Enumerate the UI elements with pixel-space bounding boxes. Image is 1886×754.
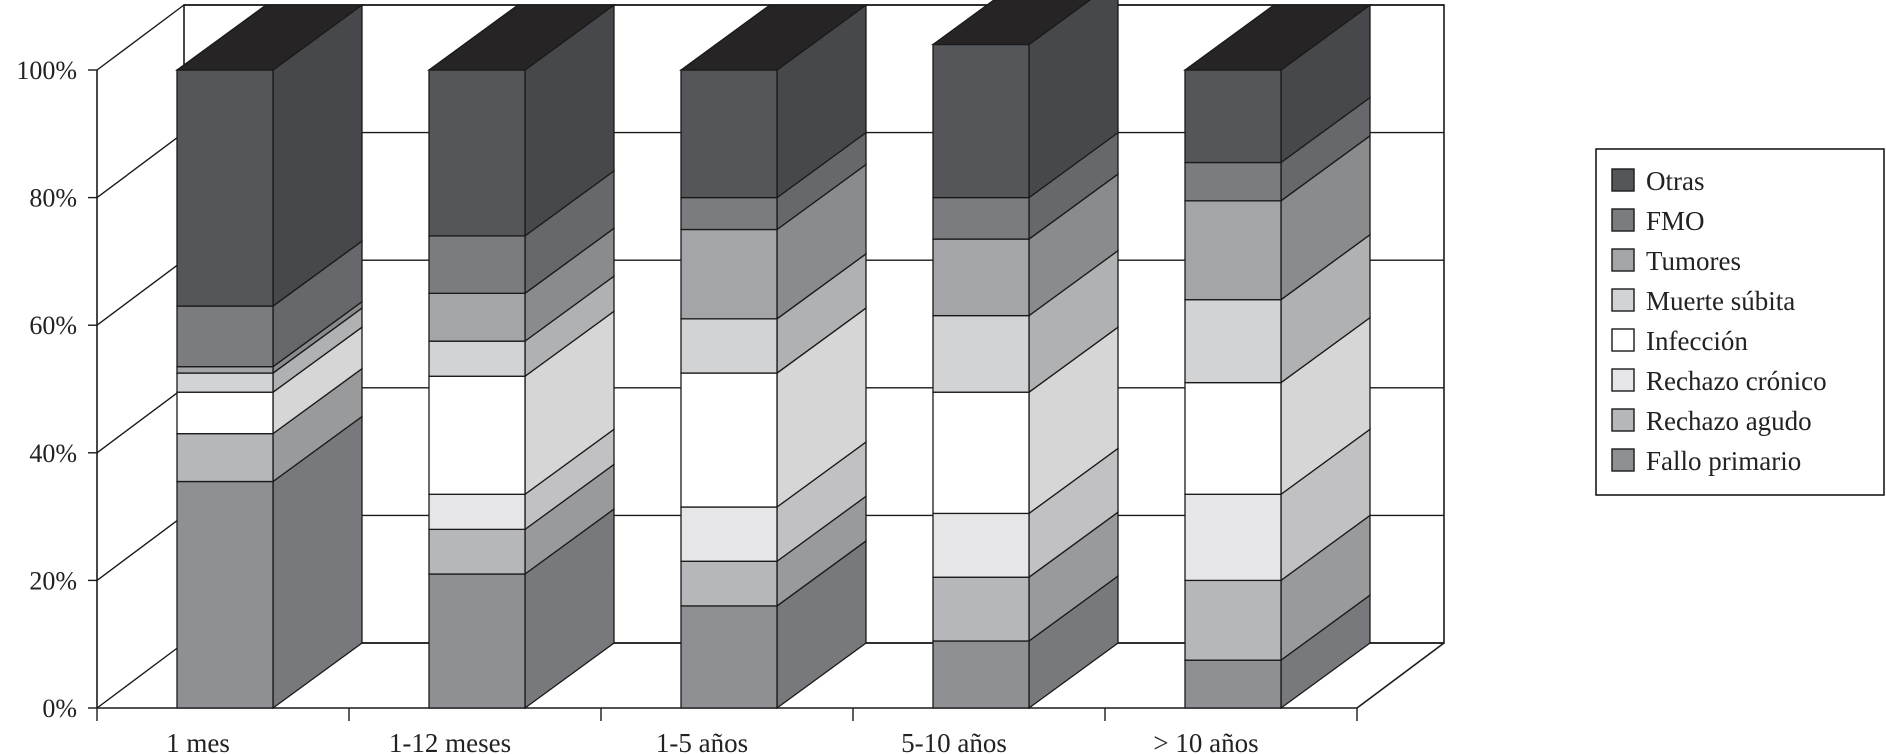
legend-item: Rechazo agudo <box>1611 406 1812 436</box>
legend-swatch <box>1611 448 1635 472</box>
bar-segment <box>428 235 526 294</box>
axes: 0% 20% 40% 60% 80% 100% 1 mes 1-12 meses 1-5 año… <box>16 56 1358 754</box>
bar-top <box>679 4 868 71</box>
side-gridline <box>96 259 185 326</box>
bar-top <box>931 0 1092 46</box>
legend: Otras FMO Tumores Muerte súbita Infección Rec… <box>1595 148 1885 496</box>
legend-swatch <box>1611 328 1635 352</box>
side-gridline <box>96 132 185 199</box>
bar-segment <box>428 528 526 575</box>
legend-label: Rechazo agudo <box>1646 406 1812 436</box>
bar-top <box>1183 4 1372 71</box>
bar-segment <box>176 305 274 368</box>
bar-stack-3 <box>931 0 1119 710</box>
bar-segment <box>176 391 274 435</box>
bar-segment <box>932 43 1030 199</box>
y-tick-label: 20% <box>29 566 77 595</box>
y-tick-label: 100% <box>16 56 77 85</box>
bar-segment <box>176 480 274 709</box>
bar-segment <box>1184 69 1282 164</box>
bar-segment <box>1184 659 1282 709</box>
bar-top <box>427 4 616 71</box>
bar-top <box>175 4 364 71</box>
side-gridline <box>96 387 185 454</box>
legend-swatch <box>1611 368 1635 392</box>
bar-segment <box>1184 161 1282 202</box>
bar-segment <box>680 196 778 231</box>
legend-swatch <box>1611 288 1635 312</box>
x-category-label: 1-5 años <box>656 728 748 754</box>
bar-segment <box>680 318 778 374</box>
legend-swatch <box>1611 248 1635 272</box>
side-gridline <box>96 642 185 709</box>
bar-segment <box>428 340 526 377</box>
x-category-label: > 10 años <box>1153 728 1258 754</box>
bar-segment <box>932 640 1030 709</box>
bar-segment <box>680 560 778 607</box>
bar-segment <box>932 512 1030 578</box>
legend-item: Muerte súbita <box>1611 286 1795 316</box>
bars <box>175 0 1372 710</box>
bar-segment <box>932 314 1030 393</box>
bar-segment <box>932 391 1030 515</box>
bar-segment <box>932 238 1030 317</box>
bar-segment <box>428 292 526 342</box>
legend-label: Infección <box>1646 326 1748 356</box>
bar-segment <box>428 573 526 709</box>
bar-segment <box>1184 493 1282 582</box>
bar-segment <box>176 433 274 483</box>
bar-segment <box>428 375 526 495</box>
bar-segment <box>1184 381 1282 495</box>
legend-box <box>1595 148 1885 496</box>
legend-swatch <box>1611 208 1635 232</box>
bar-stack-2 <box>679 3 868 710</box>
legend-label: FMO <box>1646 206 1705 236</box>
legend-label: Fallo primario <box>1646 446 1801 476</box>
x-category-label: 5-10 años <box>901 728 1007 754</box>
bar-segment <box>932 576 1030 642</box>
legend-label: Muerte súbita <box>1646 286 1795 316</box>
bar-segment <box>176 69 274 307</box>
legend-item: Infección <box>1611 326 1748 356</box>
bar-segment <box>428 69 526 237</box>
legend-item: Otras <box>1611 166 1704 196</box>
legend-swatch <box>1611 408 1635 432</box>
bar-segment <box>680 605 778 709</box>
y-tick-label: 0% <box>42 694 77 723</box>
bar-segment <box>176 366 274 374</box>
y-tick-label: 40% <box>29 439 77 468</box>
side-gridline <box>96 514 185 581</box>
legend-item: FMO <box>1611 206 1705 236</box>
floor-edge <box>1356 642 1445 709</box>
legend-label: Rechazo crónico <box>1646 366 1827 396</box>
bar-segment <box>680 372 778 508</box>
bar-segment <box>1184 579 1282 661</box>
legend-item: Fallo primario <box>1611 446 1801 476</box>
bar-segment <box>1184 299 1282 384</box>
bar-segment <box>1184 200 1282 301</box>
side-gridline <box>96 4 185 71</box>
legend-item: Rechazo crónico <box>1611 366 1827 396</box>
bar-stack-0 <box>175 3 364 710</box>
legend-label: Otras <box>1646 166 1704 196</box>
y-tick-label: 60% <box>29 311 77 340</box>
bar-stack-4 <box>1183 3 1372 710</box>
bar-segment <box>680 506 778 562</box>
bar-segment <box>176 372 274 393</box>
bar-stack-1 <box>427 3 616 710</box>
legend-swatch <box>1611 168 1635 192</box>
bar-segment <box>680 228 778 320</box>
bar-segment <box>932 196 1030 240</box>
x-category-label: 1 mes <box>166 728 230 754</box>
x-category-label: 1-12 meses <box>389 728 511 754</box>
y-tick-label: 80% <box>29 184 77 213</box>
bar-segment <box>680 69 778 199</box>
bar-segment <box>428 493 526 531</box>
legend-item: Tumores <box>1611 246 1741 276</box>
legend-label: Tumores <box>1646 246 1741 276</box>
